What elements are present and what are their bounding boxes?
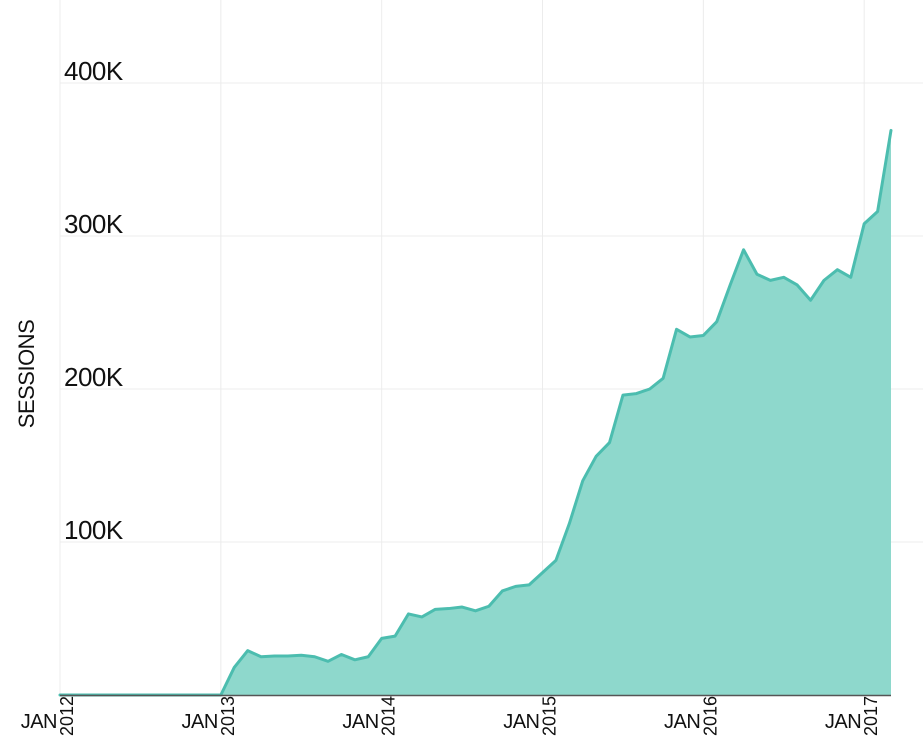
y-tick-label: 100K: [64, 515, 124, 545]
x-tick-year: 2016: [700, 696, 720, 736]
x-tick-year: 2017: [861, 696, 881, 736]
x-tick-label: JAN 2015: [503, 696, 559, 736]
x-tick-month: JAN: [825, 711, 861, 733]
y-tick-label: 200K: [64, 362, 124, 392]
x-tick-month: JAN: [503, 711, 539, 733]
y-tick-label: 300K: [64, 209, 124, 239]
x-tick-label: JAN 2014: [342, 696, 398, 736]
y-tick-label: 400K: [64, 56, 124, 86]
x-tick-label: JAN 2016: [664, 696, 720, 736]
x-tick-year: 2015: [540, 696, 560, 736]
x-tick-year: 2013: [218, 696, 238, 736]
x-tick-month: JAN: [664, 711, 700, 733]
x-tick-month: JAN: [342, 711, 378, 733]
sessions-area: [60, 130, 891, 695]
x-tick-month: JAN: [182, 711, 218, 733]
x-tick-label: JAN 2012: [21, 696, 77, 736]
x-tick-year: 2014: [379, 696, 399, 736]
x-tick-label: JAN 2017: [825, 696, 881, 736]
area-layer: [58, 128, 893, 697]
x-tick-month: JAN: [21, 711, 57, 733]
x-tick-label: JAN 2013: [182, 696, 238, 736]
y-axis-label: SESSIONS: [14, 320, 39, 428]
x-tick-year: 2012: [57, 696, 77, 736]
